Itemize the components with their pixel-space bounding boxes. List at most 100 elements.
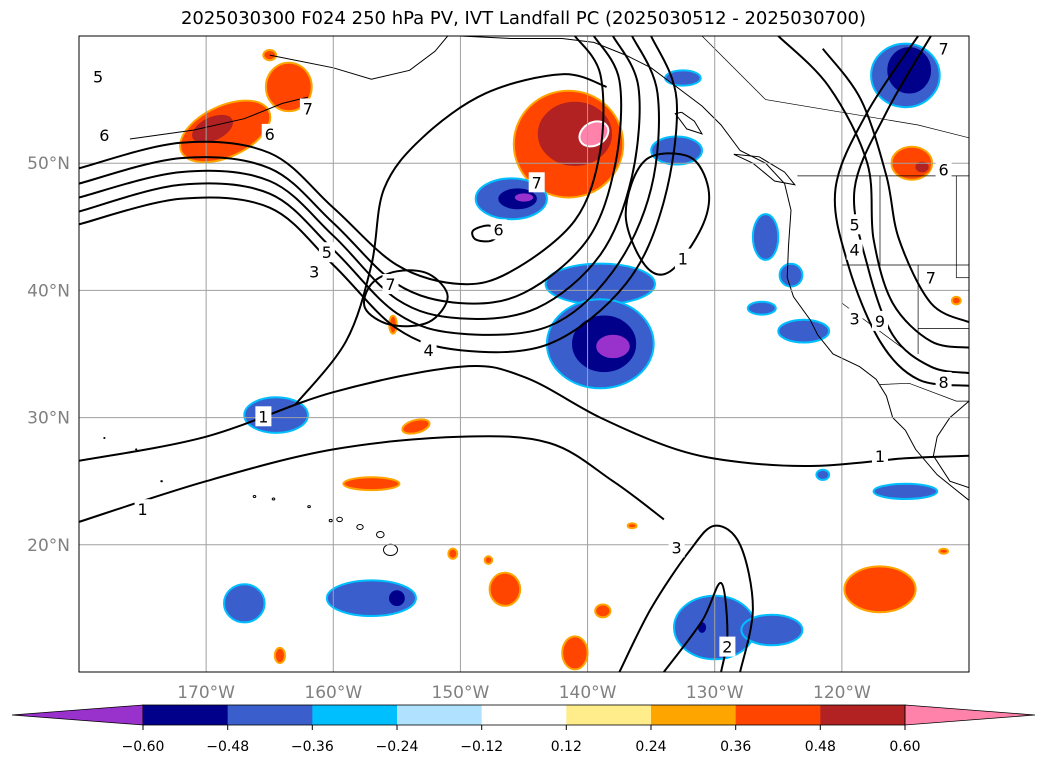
colorbar-swatch: [735, 705, 821, 725]
axis-tick-layer: 170°W 160°W 150°W 140°W 130°W 120°W 20°N 30°N 40…: [27, 154, 871, 703]
lon-tick-label: 140°W: [559, 683, 617, 703]
pv-anomaly-region: [387, 588, 407, 609]
coastline: [129, 96, 309, 140]
pv-anomaly-region: [913, 159, 931, 175]
contour-label: 8: [939, 373, 949, 392]
pv-anomaly-region: [594, 332, 632, 361]
island: [103, 437, 106, 439]
pv-anomaly-region: [751, 213, 780, 261]
contour-label-bg: [255, 406, 272, 427]
contour-label: 7: [532, 173, 542, 192]
contour-label: 5: [322, 243, 332, 262]
pv-anomaly-region: [778, 262, 804, 288]
contour-label: 1: [138, 500, 148, 519]
contour-label: 7: [303, 100, 313, 119]
gridline-layer: [79, 36, 969, 672]
pv-anomaly-region: [740, 613, 804, 647]
colorbar-swatch: [397, 705, 483, 725]
ivt-contour: [79, 36, 605, 286]
contour-label-bg: [846, 239, 863, 260]
pv-anomaly-region: [447, 547, 459, 560]
contour-label: 7: [385, 275, 395, 294]
island: [271, 497, 276, 501]
pv-anomaly-region: [535, 99, 615, 168]
colorbar-tick-label: 0.12: [551, 739, 582, 755]
contour-label: 5: [850, 215, 860, 234]
ivt-contour: [79, 435, 665, 523]
ivt-contour: [821, 48, 969, 324]
contour-label-bg: [299, 98, 316, 119]
lat-tick-label: 50°N: [27, 154, 70, 174]
colorbar-swatch: [820, 705, 906, 725]
island: [135, 448, 138, 451]
contour-label-bg: [846, 214, 863, 235]
island: [252, 495, 257, 498]
colorbar-tick-label: −0.36: [291, 739, 334, 755]
coastline: [460, 36, 969, 501]
contour-label: 4: [424, 341, 434, 360]
pv-anomaly-region: [342, 476, 401, 492]
lat-tick-label: 30°N: [27, 409, 70, 429]
contour-label-bg: [382, 274, 399, 294]
pv-anomaly-region: [483, 555, 494, 565]
pv-anomaly-region: [938, 547, 949, 555]
ivt-contour: [777, 36, 969, 349]
ivt-contour: [79, 36, 660, 336]
chart-title: 2025030300 F024 250 hPa PV, IVT Landfall…: [180, 8, 867, 29]
contour-label: 7: [939, 40, 949, 59]
colorbar: −0.60 −0.48 −0.36 −0.24 −0.12 0.12 0.24 0.36 0.4…: [11, 704, 1036, 755]
pv-anomaly-region: [190, 112, 235, 145]
colorbar-tick-label: 0.60: [889, 739, 920, 755]
colorbar-swatch: [481, 705, 567, 725]
pv-anomaly-region: [273, 646, 286, 665]
colorbar-tick-label: −0.60: [122, 739, 165, 755]
island: [376, 531, 385, 539]
contour-label-bg: [306, 261, 323, 282]
ivt-contour: [294, 73, 607, 406]
pv-anomaly-region: [872, 482, 939, 500]
pv-anomaly-region: [626, 522, 638, 530]
contour-label: 9: [875, 312, 885, 331]
contour-label: 1: [678, 250, 688, 269]
colorbar-swatch: [227, 705, 313, 725]
ivt-contour: [79, 36, 623, 305]
contour-label-bg: [872, 310, 888, 331]
pv-anomaly-region: [746, 300, 777, 316]
contour-label: 1: [258, 407, 268, 426]
contour-label-bg: [318, 242, 335, 263]
contour-label-bg: [668, 537, 685, 558]
contour-label-bg: [674, 248, 691, 269]
contour-label: 6: [494, 220, 504, 239]
contour-label: 6: [99, 126, 109, 145]
pv-anomaly-region: [815, 468, 831, 481]
pv-anomaly-region: [594, 603, 612, 619]
island: [328, 518, 333, 523]
colorbar-swatch: [566, 705, 652, 725]
pv-anomaly-region: [777, 318, 831, 344]
contour-label-bg: [719, 636, 736, 657]
pv-anomaly-region: [512, 191, 536, 204]
lon-tick-label: 150°W: [432, 683, 490, 703]
pv-anomaly-region: [488, 571, 522, 607]
contour-label-bg: [134, 499, 151, 520]
lat-tick-label: 20°N: [27, 536, 70, 556]
lon-tick-label: 160°W: [304, 683, 362, 703]
colorbar-extend-high: [904, 704, 1036, 726]
contour-label: 3: [850, 309, 860, 328]
coastline: [269, 36, 449, 80]
contour-label-bg: [261, 123, 278, 144]
political-border: [879, 382, 969, 402]
colorbar-tick-label: 0.48: [805, 739, 836, 755]
contour-label-bg: [490, 219, 507, 240]
ivt-contour: [362, 269, 449, 328]
island: [160, 480, 163, 483]
pv-anomaly-region: [544, 262, 656, 306]
contour-label-bg: [90, 66, 107, 87]
contour-label: 2: [722, 638, 732, 657]
colorbar-tick-label: −0.24: [376, 739, 419, 755]
contour-label: 5: [93, 68, 103, 87]
colorbar-extend-low: [11, 704, 144, 726]
